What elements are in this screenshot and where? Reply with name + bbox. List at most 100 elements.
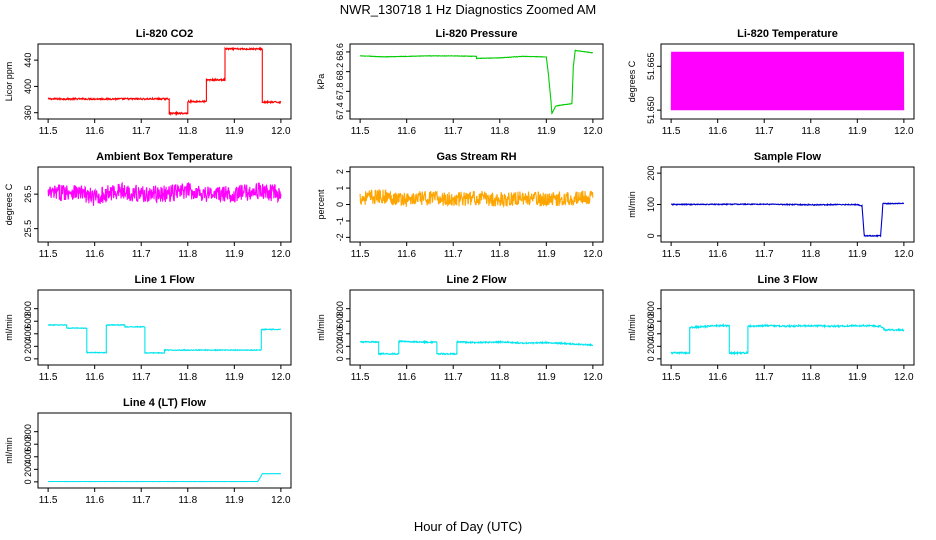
x-tick-label: 11.8 <box>178 249 197 260</box>
panel-4: Ambient Box Temperature 11.5 11.6 11.7 11.8 1… <box>4 151 292 260</box>
x-tick-label: 11.6 <box>397 126 416 137</box>
panel-5: Gas Stream RH 11.5 11.6 11.7 11.8 11.9 12.0 -2 -… <box>316 151 604 260</box>
x-tick-label: 11.7 <box>132 372 151 383</box>
plot-frame <box>37 166 292 243</box>
x-tick-label: 11.5 <box>662 126 681 137</box>
x-tick-label: 11.5 <box>39 495 58 506</box>
plot-frame <box>349 43 604 120</box>
x-tick-label: 11.8 <box>490 249 509 260</box>
plot-frame <box>660 289 915 366</box>
y-tick-label: 0 <box>23 479 33 484</box>
x-tick-label: 11.8 <box>801 372 820 383</box>
x-tick-label: 11.9 <box>225 249 244 260</box>
y-axis-label: ml/min <box>627 191 637 218</box>
y-axis-label: ml/min <box>316 314 326 341</box>
panel-3: Li-820 Temperature 11.5 11.6 11.7 11.8 11.9 12… <box>627 28 915 137</box>
series-line <box>47 323 282 355</box>
x-tick-label: 11.6 <box>397 372 416 383</box>
panel-title: Li-820 Pressure <box>436 28 518 40</box>
y-axis-label: ml/min <box>4 437 14 464</box>
y-tick-label: -2 <box>335 233 345 241</box>
x-tick-label: 11.9 <box>848 126 867 137</box>
panel-title: Line 2 Flow <box>447 274 507 286</box>
y-axis-label: degrees C <box>627 60 637 102</box>
x-tick-label: 11.9 <box>537 372 556 383</box>
y-axis-label: ml/min <box>4 314 14 341</box>
x-tick-label: 11.8 <box>801 249 820 260</box>
x-tick-label: 12.0 <box>271 372 291 383</box>
series-line <box>359 189 594 209</box>
y-axis-label: Licor ppm <box>4 62 14 102</box>
y-tick-label: 25.5 <box>23 220 33 238</box>
x-tick-label: 11.6 <box>85 495 104 506</box>
y-tick-label: 200 <box>646 339 656 354</box>
figure-xlabel: Hour of Day (UTC) <box>414 519 522 534</box>
x-tick-label: 11.8 <box>490 372 509 383</box>
y-tick-label: 0 <box>646 356 656 361</box>
x-tick-label: 11.6 <box>708 249 727 260</box>
y-tick-label: 800 <box>646 301 656 316</box>
panel-title: Line 1 Flow <box>135 274 195 286</box>
panel-9: Line 3 Flow 11.5 11.6 11.7 11.8 11.9 12.0 0 2004… <box>627 274 915 383</box>
y-tick-label: 100 <box>646 197 656 212</box>
series-line <box>360 49 594 115</box>
x-tick-label: 12.0 <box>583 126 603 137</box>
x-tick-label: 11.7 <box>444 126 463 137</box>
y-tick-label: 67.8 <box>335 83 345 101</box>
x-tick-label: 11.6 <box>708 126 727 137</box>
plot-frame <box>660 43 915 120</box>
y-tick-label: 400 <box>23 326 33 341</box>
x-tick-label: 11.8 <box>178 126 197 137</box>
y-tick-label: 68.2 <box>335 63 345 81</box>
x-tick-label: 11.9 <box>225 372 244 383</box>
y-tick-label: 200 <box>23 339 33 354</box>
x-tick-label: 12.0 <box>271 249 291 260</box>
series-line <box>670 51 905 111</box>
y-tick-label: 600 <box>23 314 33 329</box>
panel-7: Line 1 Flow 11.5 11.6 11.7 11.8 11.9 12.0 0 2004… <box>4 274 292 383</box>
x-tick-label: 12.0 <box>894 126 914 137</box>
panel-title: Line 3 Flow <box>758 274 818 286</box>
x-tick-label: 12.0 <box>583 249 603 260</box>
y-tick-label: 0 <box>646 233 656 238</box>
panel-2: Li-820 Pressure 11.5 11.6 11.7 11.8 11.9 12.0 6… <box>316 28 604 137</box>
x-tick-label: 11.9 <box>848 372 867 383</box>
y-tick-label: 800 <box>23 301 33 316</box>
y-tick-label: 600 <box>23 437 33 452</box>
panel-8: Line 2 Flow 11.5 11.6 11.7 11.8 11.9 12.0 0 2004… <box>316 274 604 383</box>
panel-grid: Li-820 CO2 11.5 11.6 11.7 11.8 11.9 12.0 360 400… <box>4 28 915 506</box>
x-tick-label: 12.0 <box>894 249 914 260</box>
x-tick-label: 11.7 <box>755 372 774 383</box>
x-tick-label: 11.6 <box>397 249 416 260</box>
y-tick-label: 2 <box>335 169 345 174</box>
x-tick-label: 11.5 <box>351 372 370 383</box>
x-tick-label: 12.0 <box>271 126 291 137</box>
y-axis-label: degrees C <box>4 183 14 225</box>
x-tick-label: 11.8 <box>801 126 820 137</box>
y-tick-label: 800 <box>23 424 33 439</box>
x-tick-label: 11.8 <box>178 372 197 383</box>
x-tick-label: 11.7 <box>755 249 774 260</box>
x-tick-label: 11.5 <box>39 249 58 260</box>
series-line <box>670 202 905 238</box>
x-tick-label: 11.7 <box>755 126 774 137</box>
series-line <box>670 322 905 356</box>
x-tick-label: 11.9 <box>225 126 244 137</box>
y-axis-label: percent <box>316 189 326 220</box>
y-tick-label: 400 <box>23 449 33 464</box>
x-tick-label: 11.5 <box>662 372 681 383</box>
x-tick-label: 11.6 <box>85 372 104 383</box>
panel-title: Ambient Box Temperature <box>96 151 233 163</box>
y-tick-label: 200 <box>335 339 345 354</box>
plot-frame <box>37 43 292 120</box>
x-tick-label: 11.7 <box>444 249 463 260</box>
x-tick-label: 11.5 <box>351 249 370 260</box>
x-tick-label: 11.9 <box>537 249 556 260</box>
panel-title: Line 4 (LT) Flow <box>123 397 206 409</box>
x-tick-label: 11.6 <box>85 126 104 137</box>
x-tick-label: 11.5 <box>662 249 681 260</box>
y-tick-label: 200 <box>23 462 33 477</box>
y-tick-label: 0 <box>335 202 345 207</box>
y-tick-label: 440 <box>23 53 33 68</box>
